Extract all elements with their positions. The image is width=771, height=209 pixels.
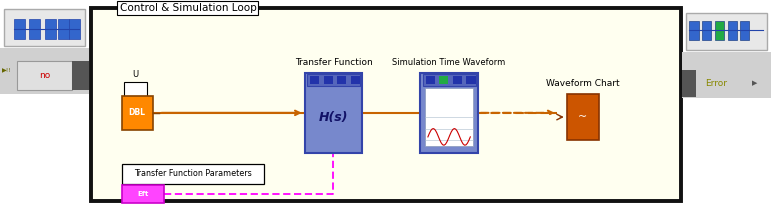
Text: no: no (39, 71, 50, 80)
FancyBboxPatch shape (124, 82, 147, 96)
FancyBboxPatch shape (0, 48, 89, 94)
FancyBboxPatch shape (310, 76, 319, 84)
Text: ~: ~ (578, 112, 588, 122)
FancyBboxPatch shape (29, 19, 40, 39)
FancyBboxPatch shape (91, 8, 681, 201)
Text: H(s): H(s) (318, 111, 348, 124)
FancyBboxPatch shape (439, 76, 449, 84)
FancyBboxPatch shape (682, 52, 771, 98)
FancyBboxPatch shape (17, 61, 72, 90)
FancyBboxPatch shape (453, 76, 462, 84)
FancyBboxPatch shape (69, 19, 80, 39)
FancyBboxPatch shape (728, 21, 737, 40)
FancyBboxPatch shape (307, 74, 360, 86)
FancyBboxPatch shape (567, 94, 599, 140)
FancyBboxPatch shape (122, 96, 153, 130)
Text: ▶: ▶ (752, 81, 757, 87)
FancyBboxPatch shape (689, 21, 699, 40)
FancyBboxPatch shape (423, 74, 476, 86)
FancyBboxPatch shape (740, 21, 749, 40)
FancyBboxPatch shape (426, 76, 435, 84)
FancyBboxPatch shape (420, 73, 478, 153)
Text: Error: Error (705, 79, 728, 88)
FancyBboxPatch shape (425, 88, 473, 146)
Text: Eft: Eft (137, 191, 149, 197)
Text: Transfer Function Parameters: Transfer Function Parameters (134, 169, 252, 178)
FancyBboxPatch shape (337, 76, 346, 84)
FancyBboxPatch shape (14, 19, 25, 39)
FancyBboxPatch shape (682, 70, 696, 97)
Text: Transfer Function: Transfer Function (295, 58, 372, 67)
FancyBboxPatch shape (702, 21, 711, 40)
FancyBboxPatch shape (45, 19, 56, 39)
FancyBboxPatch shape (686, 13, 767, 50)
FancyBboxPatch shape (466, 76, 476, 84)
FancyBboxPatch shape (305, 73, 362, 153)
Text: Control & Simulation Loop: Control & Simulation Loop (120, 3, 256, 13)
Text: U: U (133, 70, 139, 79)
FancyBboxPatch shape (324, 76, 333, 84)
Text: DBL: DBL (129, 108, 146, 117)
Text: Waveform Chart: Waveform Chart (546, 79, 620, 88)
Text: ▶!!: ▶!! (2, 68, 12, 73)
FancyBboxPatch shape (715, 21, 724, 40)
FancyBboxPatch shape (72, 61, 89, 90)
FancyBboxPatch shape (4, 9, 85, 46)
FancyBboxPatch shape (351, 76, 360, 84)
FancyBboxPatch shape (122, 185, 164, 203)
FancyBboxPatch shape (58, 19, 69, 39)
FancyBboxPatch shape (122, 164, 264, 184)
Text: Simulation Time Waveform: Simulation Time Waveform (392, 58, 506, 67)
